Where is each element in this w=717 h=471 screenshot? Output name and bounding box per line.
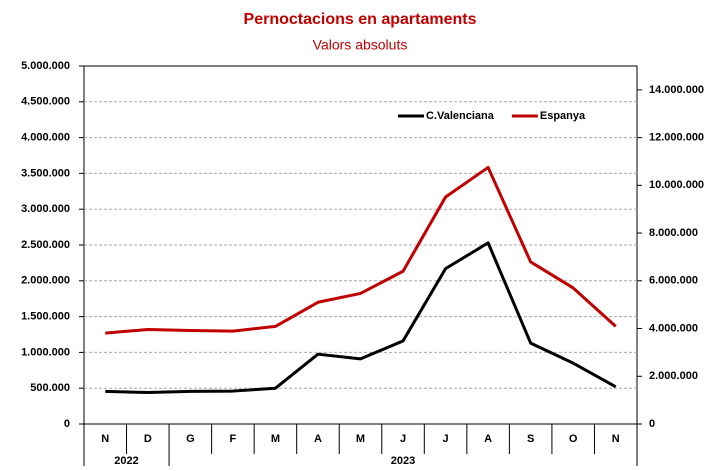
y-tick-label: 0	[64, 418, 70, 430]
y-tick-label: 5.000.000	[21, 60, 70, 72]
x-tick-label: N	[101, 433, 109, 445]
year-label: 2023	[391, 455, 415, 466]
legend-label: Espanya	[540, 110, 586, 122]
y-tick-label: 500.000	[30, 382, 70, 394]
y2-tick-label: 6.000.000	[649, 275, 698, 287]
x-tick-label: A	[314, 433, 322, 445]
year-label: 2022	[114, 455, 138, 466]
x-tick-label: A	[484, 433, 492, 445]
y-tick-label: 1.000.000	[21, 346, 70, 358]
x-tick-label: D	[144, 433, 152, 445]
y-tick-label: 2.500.000	[21, 239, 70, 251]
x-tick-label: O	[569, 433, 578, 445]
y2-tick-label: 4.000.000	[649, 322, 698, 334]
y2-tick-label: 14.000.000	[649, 84, 704, 96]
x-tick-label: M	[356, 433, 365, 445]
x-tick-label: F	[230, 433, 237, 445]
y-tick-label: 2.000.000	[21, 275, 70, 287]
y-tick-label: 3.000.000	[21, 203, 70, 215]
x-tick-label: N	[612, 433, 620, 445]
y2-tick-label: 12.000.000	[649, 132, 704, 144]
y2-tick-label: 0	[649, 418, 655, 430]
y2-tick-label: 10.000.000	[649, 179, 704, 191]
y2-tick-label: 2.000.000	[649, 370, 698, 382]
legend-label: C.Valenciana	[426, 110, 495, 122]
x-tick-label: S	[527, 433, 534, 445]
chart-title: Pernoctacions en apartaments	[244, 11, 477, 28]
y-tick-label: 1.500.000	[21, 311, 70, 323]
series-line	[105, 241, 617, 394]
y-tick-label: 3.500.000	[21, 167, 70, 179]
x-tick-label: G	[186, 433, 195, 445]
series-line	[105, 165, 617, 335]
y-tick-label: 4.000.000	[21, 132, 70, 144]
x-tick-label: J	[443, 433, 449, 445]
chart-subtitle: Valors absoluts	[313, 37, 408, 53]
x-tick-label: M	[271, 433, 280, 445]
y-tick-label: 4.500.000	[21, 96, 70, 108]
y2-tick-label: 8.000.000	[649, 227, 698, 239]
x-tick-label: J	[400, 433, 406, 445]
